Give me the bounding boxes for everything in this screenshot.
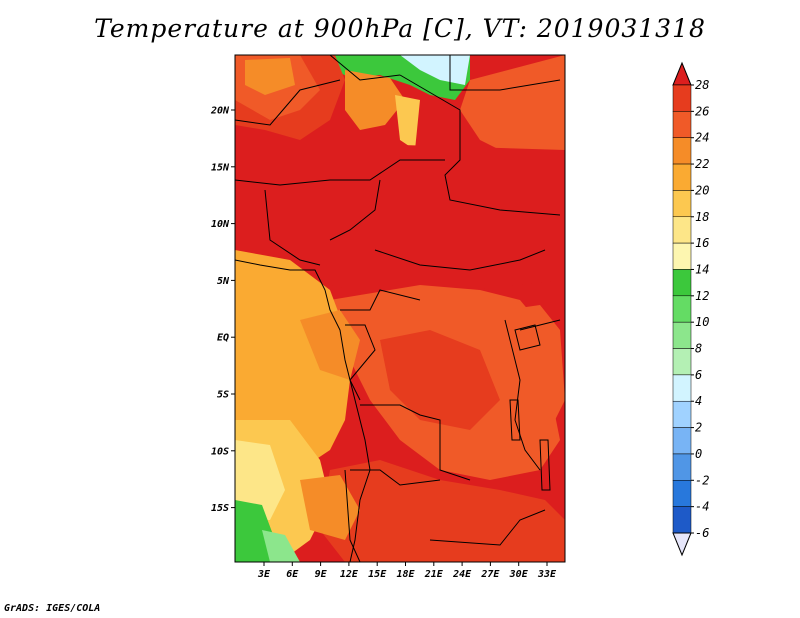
colorbar-box xyxy=(672,453,692,481)
colorbar-label: 4 xyxy=(695,394,702,408)
lat-tick-label: 10S xyxy=(211,446,229,457)
colorbar-box xyxy=(672,269,692,297)
colorbar-label: 26 xyxy=(695,104,709,118)
lake-malawi xyxy=(539,439,551,491)
colorbar-label: 18 xyxy=(695,210,709,224)
colorbar-box xyxy=(672,242,692,270)
coastline xyxy=(235,259,371,562)
lat-tick-label: 5N xyxy=(217,276,230,287)
colorbar-box xyxy=(672,427,692,455)
colorbar-box xyxy=(672,111,692,138)
region-west-light-orange xyxy=(245,58,295,95)
colorbar-box xyxy=(672,163,692,191)
chart-title: Temperature at 900hPa [C], VT: 201903131… xyxy=(94,14,706,43)
lon-tick-label: 3E xyxy=(257,569,271,580)
colorbar-box xyxy=(672,84,692,112)
region-gabon-coast xyxy=(300,310,360,380)
latitude-axis: 20N 15N 10N 5N EQ 5S 10S 15S xyxy=(210,106,235,514)
colorbar-box xyxy=(672,295,692,323)
colorbar-box xyxy=(672,374,692,402)
lake-victoria xyxy=(514,324,541,351)
colorbar-label: -4 xyxy=(695,500,709,514)
colorbar-label: 14 xyxy=(695,262,709,276)
colorbar-label: 22 xyxy=(695,157,709,171)
lon-tick-label: 27E xyxy=(480,569,500,580)
lat-tick-label: 5S xyxy=(217,390,229,401)
region-sahara-orange xyxy=(345,70,405,130)
country-borders xyxy=(235,55,561,562)
lon-tick-label: 21E xyxy=(424,569,444,580)
lon-tick-label: 24E xyxy=(452,569,472,580)
footer-credit: GrADS: IGES/COLA xyxy=(4,603,101,614)
region-sahara-yellow xyxy=(395,95,420,150)
lat-tick-label: EQ xyxy=(217,333,229,344)
colorbar-label: 0 xyxy=(695,447,702,461)
lat-tick-label: 10N xyxy=(211,219,230,230)
colorbar-label: 12 xyxy=(695,289,709,303)
lon-tick-label: 6E xyxy=(286,569,299,580)
colorbar-under-arrow xyxy=(672,532,692,557)
colorbar-box xyxy=(672,348,692,376)
region-east-highlands xyxy=(505,305,565,440)
lake-tanganyika xyxy=(509,399,521,441)
region-angola-plateau xyxy=(300,475,360,540)
lon-tick-label: 30E xyxy=(509,569,529,580)
colorbar-label: 2 xyxy=(695,421,702,435)
map-panel xyxy=(234,54,566,563)
region-namib-light xyxy=(262,530,300,562)
colorbar-label: 24 xyxy=(695,131,709,145)
lon-tick-label: 9E xyxy=(315,569,328,580)
lon-tick-label: 33E xyxy=(537,569,557,580)
colorbar-box xyxy=(672,137,692,165)
region-southeast-warm xyxy=(320,460,565,562)
colorbar-box xyxy=(672,216,692,244)
longitude-axis: 3E 6E 9E 12E 15E 18E 21E 24E 27E 30E 33E xyxy=(257,562,557,580)
colorbar-box xyxy=(672,400,692,428)
region-congo-core xyxy=(380,330,500,430)
map-frame xyxy=(234,54,566,563)
colorbar-label: 28 xyxy=(695,78,709,92)
colorbar-label: -2 xyxy=(695,473,709,487)
lat-tick-label: 20N xyxy=(210,106,230,117)
lon-tick-label: 15E xyxy=(368,569,387,580)
colorbar-label: 10 xyxy=(695,315,709,329)
colorbar-box xyxy=(672,321,692,349)
colorbar-label: 6 xyxy=(695,368,702,382)
colorbar-box xyxy=(672,506,692,534)
region-sahara-cold-core xyxy=(400,55,470,85)
colorbar-label: 8 xyxy=(695,342,702,356)
region-southwest-pale xyxy=(235,440,285,520)
lat-tick-label: 15N xyxy=(211,162,230,173)
colorbar-box xyxy=(672,190,692,218)
lon-tick-label: 12E xyxy=(340,569,359,580)
region-central-hot-band xyxy=(235,140,565,300)
colorbar-box xyxy=(672,480,692,507)
colorbar-over-arrow xyxy=(672,61,692,86)
colorbar-label: -6 xyxy=(695,526,709,540)
lon-tick-label: 18E xyxy=(396,569,415,580)
lat-tick-label: 15S xyxy=(211,503,229,514)
colorbar-label: 16 xyxy=(695,236,709,250)
colorbar-label: 20 xyxy=(695,183,709,197)
